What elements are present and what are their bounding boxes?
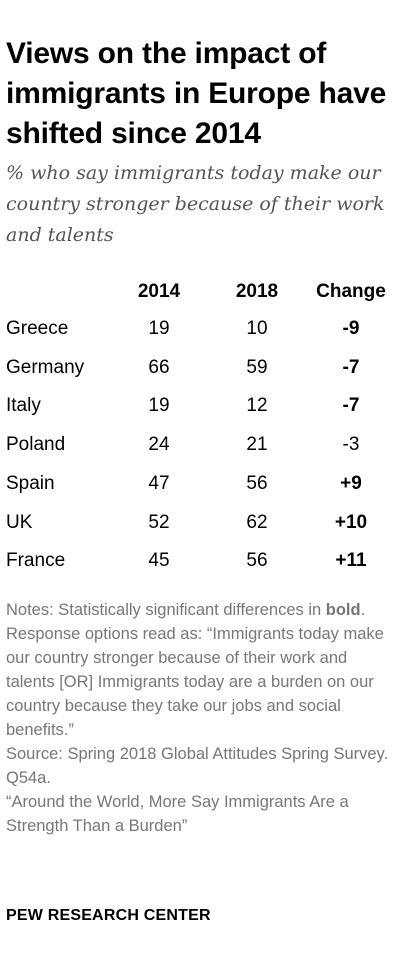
- note-prefix: Notes: Statistically significant differe…: [6, 601, 326, 619]
- org-credit: PEW RESEARCH CENTER: [6, 907, 211, 924]
- row-value-2014: 19: [148, 395, 170, 416]
- note-bold-word: bold: [325, 601, 361, 619]
- row-country-label: Germany: [6, 357, 85, 378]
- row-change-value: -3: [342, 434, 360, 455]
- note-suffix: .: [360, 601, 366, 619]
- response-options-note: Response options read as: “Immigrants to…: [6, 625, 384, 739]
- row-value-2014: 24: [148, 434, 170, 455]
- row-value-2018: 62: [246, 512, 268, 533]
- row-value-2018: 56: [246, 550, 268, 571]
- chart-title: Views on the impact of immigrants in Eur…: [6, 37, 387, 150]
- row-change-value: -7: [342, 357, 360, 378]
- row-change-value: -7: [342, 395, 360, 416]
- row-change-value: +11: [335, 550, 367, 571]
- row-country-label: Poland: [6, 434, 66, 455]
- column-header-2014: 2014: [137, 281, 181, 302]
- source-note: Source: Spring 2018 Global Attitudes Spr…: [6, 745, 389, 787]
- significance-note: Notes: Statistically significant differe…: [6, 598, 398, 622]
- column-header-change: Change: [316, 281, 386, 302]
- chart-subtitle: % who say immigrants today make our coun…: [6, 162, 385, 246]
- row-value-2018: 12: [246, 395, 268, 416]
- row-value-2014: 52: [148, 512, 170, 533]
- row-value-2014: 19: [148, 318, 170, 339]
- notes-block: Notes: Statistically significant differe…: [6, 598, 398, 838]
- row-value-2014: 47: [148, 473, 170, 494]
- row-change-value: +10: [334, 512, 368, 533]
- row-country-label: Greece: [6, 318, 69, 339]
- row-value-2018: 10: [246, 318, 268, 339]
- row-country-label: Italy: [6, 395, 41, 416]
- row-country-label: UK: [6, 512, 33, 533]
- row-country-label: Spain: [6, 473, 55, 494]
- row-value-2018: 59: [246, 357, 268, 378]
- row-value-2018: 56: [246, 473, 268, 494]
- column-header-2018: 2018: [235, 281, 279, 302]
- row-change-value: -9: [342, 318, 360, 339]
- row-value-2014: 66: [148, 357, 170, 378]
- row-country-label: France: [6, 550, 66, 571]
- row-change-value: +9: [340, 473, 362, 494]
- row-value-2018: 21: [246, 434, 268, 455]
- row-value-2014: 45: [148, 550, 170, 571]
- report-title-note: “Around the World, More Say Immigrants A…: [6, 793, 349, 835]
